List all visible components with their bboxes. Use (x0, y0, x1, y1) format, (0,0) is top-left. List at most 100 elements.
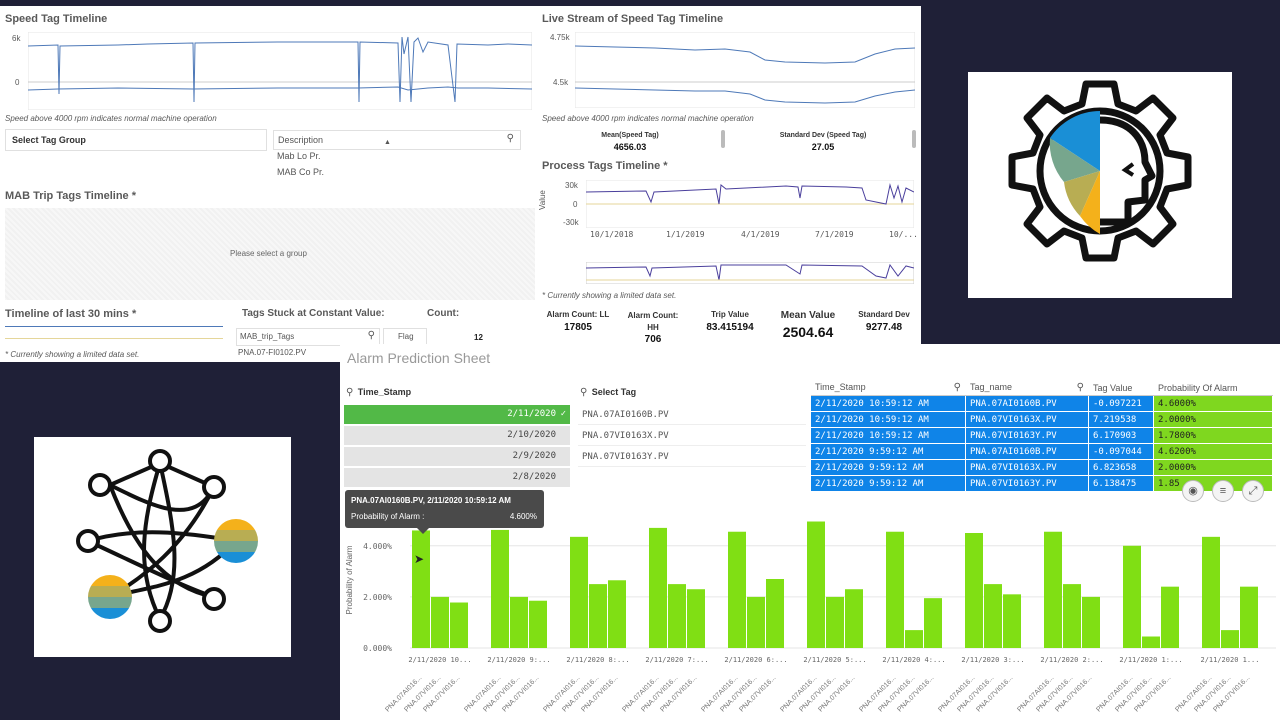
tooltip-label: Probability of Alarm : (351, 512, 425, 521)
time-stamp-option[interactable]: 2/9/2020 (344, 447, 570, 466)
bar[interactable] (412, 530, 430, 648)
time-stamp-filter-header[interactable]: ⚲ Time_Stamp (346, 382, 570, 398)
bar[interactable] (984, 584, 1002, 648)
mouse-cursor-icon: ➤ (414, 552, 425, 566)
tag-option[interactable]: PNA.07VI0163X.PV (578, 426, 806, 446)
bar[interactable] (1161, 586, 1179, 648)
time-stamp-option-selected[interactable]: 2/11/2020 ✓ (344, 405, 570, 424)
camera-icon[interactable]: ◉ (1182, 480, 1204, 502)
bar-sub-label: PNA.07VI016... (1212, 674, 1251, 713)
bar[interactable] (1240, 586, 1258, 648)
bar[interactable] (1082, 596, 1100, 648)
bar[interactable] (1003, 594, 1021, 648)
bar[interactable] (1221, 630, 1239, 648)
stuck-tag-row[interactable]: PNA.07-FI0102.PV (238, 348, 307, 357)
expand-icon[interactable]: ⤢ (1242, 480, 1264, 502)
bar[interactable] (905, 630, 923, 648)
bar[interactable] (570, 536, 588, 648)
bar[interactable] (965, 533, 983, 648)
table-cell: 2/11/2020 9:59:12 AM (811, 443, 966, 460)
sliders-icon[interactable]: ≡ (1212, 480, 1234, 502)
stuck-tags-search[interactable]: MAB_trip_Tags ⚲ (236, 328, 380, 346)
bar[interactable] (807, 521, 825, 649)
table-row[interactable]: 2/11/2020 10:59:12 AM PNA.07VI0163Y.PV 6.1… (811, 427, 1273, 444)
bar[interactable] (1142, 636, 1160, 649)
bar[interactable] (1123, 545, 1141, 648)
table-cell: 4.6000% (1153, 395, 1273, 412)
bar[interactable] (728, 531, 746, 648)
check-icon: ✓ (560, 409, 566, 419)
bar[interactable] (826, 596, 844, 648)
kpi-scroll-handle[interactable] (912, 130, 916, 148)
bar-sub-label: PNA.07VI016... (896, 674, 935, 713)
bar[interactable] (649, 527, 667, 648)
kpi-divider-handle[interactable] (721, 130, 725, 148)
speed-timeline-title: Speed Tag Timeline (5, 13, 108, 25)
process-range-navigator[interactable] (586, 262, 914, 284)
bar[interactable] (766, 579, 784, 648)
table-header-time-stamp[interactable]: Time_Stamp ⚲ (811, 380, 966, 396)
table-row[interactable]: 2/11/2020 10:59:12 AM PNA.07AI0160B.PV -0.… (811, 395, 1273, 412)
live-stream-note: Speed above 4000 rpm indicates normal ma… (542, 114, 754, 123)
speed-tag-line-chart[interactable] (28, 32, 532, 110)
search-icon[interactable]: ⚲ (953, 382, 961, 393)
mean-speed-value: 4656.03 (613, 142, 647, 152)
tags-stuck-title: Tags Stuck at Constant Value: (242, 308, 385, 319)
live-stream-line-chart[interactable] (575, 32, 915, 108)
table-header-probability[interactable]: Probability Of Alarm (1153, 380, 1273, 396)
bar[interactable] (431, 596, 449, 648)
time-stamp-option[interactable]: 2/10/2020 (344, 426, 570, 445)
bar[interactable] (924, 598, 942, 648)
flag-column-header[interactable]: Flag (383, 328, 427, 346)
tooltip-pointer (417, 528, 429, 534)
bar-sub-label: PNA.07VI016... (422, 674, 461, 713)
table-row[interactable]: 2/11/2020 9:59:12 AM PNA.07AI0160B.PV -0.0… (811, 443, 1273, 460)
description-list-item[interactable]: Mab Lo Pr. (277, 151, 321, 161)
process-tags-line-chart[interactable] (586, 180, 914, 228)
table-cell: PNA.07VI0163Y.PV (965, 427, 1089, 444)
alarm-probability-bar-chart[interactable]: Probability of Alarm 0.000% 2.000% 4.000% PN… (340, 500, 1280, 720)
sort-arrow-icon: ▲ (384, 139, 391, 146)
flag-label: Flag (398, 332, 414, 341)
select-tag-filter-header[interactable]: ⚲ Select Tag (580, 382, 804, 398)
bar[interactable] (1202, 536, 1220, 648)
monitoring-dashboard (0, 6, 921, 362)
live-y-tick-top: 4.75k (550, 33, 570, 42)
bar[interactable] (668, 584, 686, 648)
bar[interactable] (491, 529, 509, 648)
search-icon[interactable]: ⚲ (346, 387, 354, 398)
tag-option[interactable]: PNA.07AI0160B.PV (578, 405, 806, 425)
bar[interactable] (608, 580, 626, 648)
bar[interactable] (450, 602, 468, 648)
bar[interactable] (747, 596, 765, 648)
table-cell: 2/11/2020 9:59:12 AM (811, 459, 966, 476)
time-stamp-option[interactable]: 2/8/2020 (344, 468, 570, 487)
kpi-alarm-hh-label: Alarm Count: HH (627, 311, 679, 332)
search-icon[interactable]: ⚲ (580, 387, 588, 398)
table-cell: -0.097044 (1088, 443, 1154, 460)
bar[interactable] (687, 589, 705, 648)
table-header-tag-value[interactable]: Tag Value (1088, 380, 1154, 396)
bar[interactable] (589, 584, 607, 648)
bar[interactable] (510, 596, 528, 648)
bar[interactable] (845, 589, 863, 648)
select-tag-group-button[interactable]: Select Tag Group (5, 129, 267, 151)
bar[interactable] (529, 600, 547, 648)
header-label: Time_Stamp (815, 382, 866, 392)
table-row[interactable]: 2/11/2020 9:59:12 AM PNA.07VI0163X.PV 6.82… (811, 459, 1273, 476)
bar[interactable] (1063, 584, 1081, 648)
search-icon[interactable]: ⚲ (1076, 382, 1084, 393)
time-stamp-filter-label: Time_Stamp (357, 387, 412, 397)
search-icon[interactable]: ⚲ (506, 133, 514, 144)
table-row[interactable]: 2/11/2020 10:59:12 AM PNA.07VI0163X.PV 7.2… (811, 411, 1273, 428)
table-header-tag-name[interactable]: Tag_name ⚲ (965, 380, 1089, 396)
category-label: 2/11/2020 6:... (724, 656, 787, 664)
category-label: 2/11/2020 4:... (882, 656, 945, 664)
bar[interactable] (886, 531, 904, 648)
search-icon[interactable]: ⚲ (367, 330, 375, 341)
description-column-header[interactable]: Description ⚲ ▲ (273, 130, 521, 150)
speed-timeline-note: Speed above 4000 rpm indicates normal ma… (5, 114, 217, 123)
tag-option[interactable]: PNA.07VI0163Y.PV (578, 447, 806, 467)
description-list-item[interactable]: MAB Co Pr. (277, 167, 325, 177)
bar[interactable] (1044, 531, 1062, 648)
